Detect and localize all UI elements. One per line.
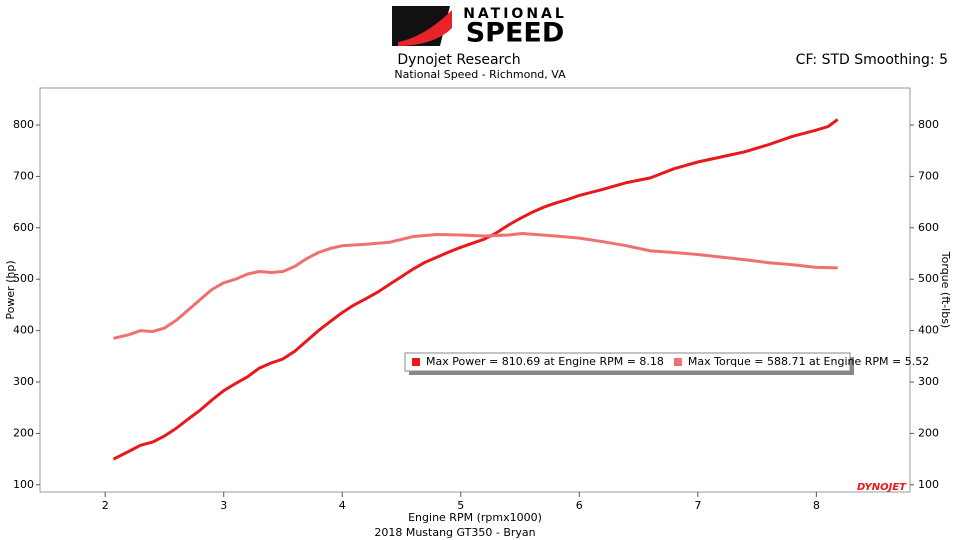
y-tick-label: 700 xyxy=(13,169,34,182)
legend-entry: Max Torque = 588.71 at Engine RPM = 5.52 xyxy=(688,355,929,368)
x-tick-label: 4 xyxy=(339,499,346,512)
y2-tick-label: 800 xyxy=(918,118,939,131)
y2-tick-label: 500 xyxy=(918,272,939,285)
legend-swatch xyxy=(412,358,420,366)
y-tick-label: 600 xyxy=(13,221,34,234)
x-tick-label: 6 xyxy=(576,499,583,512)
logo-swoosh xyxy=(398,10,452,46)
logo-text: NATIONAL xyxy=(463,6,567,22)
chart-subtitle: National Speed - Richmond, VA xyxy=(394,68,566,81)
y2-tick-label: 200 xyxy=(918,426,939,439)
logo-text: SPEED xyxy=(466,18,565,49)
y-tick-label: 400 xyxy=(13,324,34,337)
logo: NATIONAL SPEED xyxy=(392,6,567,49)
y2-tick-label: 300 xyxy=(918,375,939,388)
legend-swatch xyxy=(673,358,682,366)
x-tick-label: 5 xyxy=(457,499,464,512)
legend xyxy=(404,352,851,372)
y2-axis-label: Torque (ft-lbs) xyxy=(939,251,952,328)
series-line xyxy=(112,118,839,461)
y-tick-label: 800 xyxy=(13,118,34,131)
x-tick-label: 8 xyxy=(813,499,820,512)
y2-tick-label: 100 xyxy=(918,478,939,491)
y2-tick-label: 700 xyxy=(918,169,939,182)
footer: 2018 Mustang GT350 - Bryan xyxy=(374,526,535,539)
settings-text: CF: STD Smoothing: 5 xyxy=(796,52,948,68)
x-axis-label: Engine RPM (rpmx1000) xyxy=(408,511,542,524)
series-line xyxy=(113,232,838,340)
y2-tick-label: 400 xyxy=(918,324,939,337)
x-tick-label: 3 xyxy=(220,499,227,512)
watermark: DYNOJET xyxy=(857,482,907,493)
y-tick-label: 200 xyxy=(13,426,34,439)
x-tick-label: 7 xyxy=(694,499,701,512)
y-axis-label: Power (hp) xyxy=(4,260,17,319)
y-tick-label: 100 xyxy=(13,478,34,491)
y-tick-label: 500 xyxy=(13,272,34,285)
chart-title: Dynojet Research xyxy=(397,52,520,68)
plot-frame xyxy=(39,87,911,493)
y2-tick-label: 600 xyxy=(918,221,939,234)
y-tick-label: 300 xyxy=(13,375,34,388)
legend-entry: Max Power = 810.69 at Engine RPM = 8.18 xyxy=(426,355,664,368)
x-tick-label: 2 xyxy=(102,499,109,512)
